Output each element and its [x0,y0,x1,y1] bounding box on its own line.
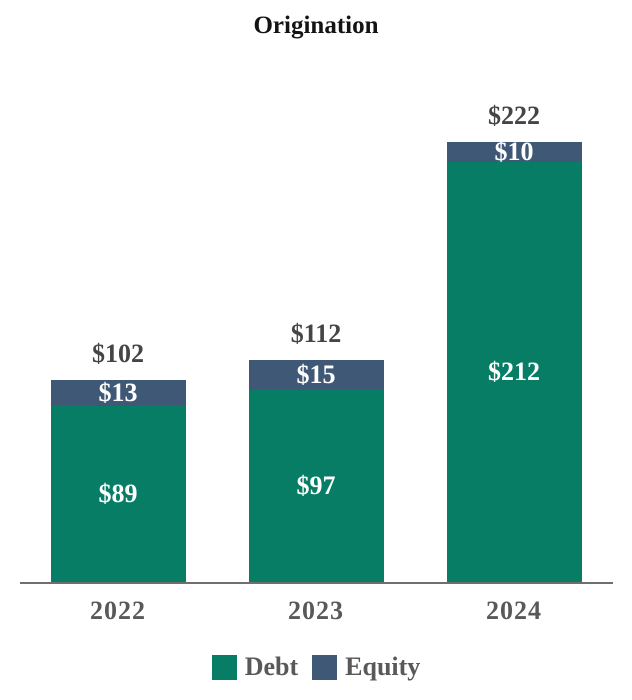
legend-label: Equity [345,652,421,681]
bar-segment-equity [248,360,384,390]
x-axis-line [20,582,613,584]
bar-segment-debt [50,405,186,582]
legend-swatch-debt [211,654,237,680]
bar-segment-equity [446,142,582,163]
legend-label: Debt [244,652,299,681]
legend: Debt Equity [0,652,632,682]
debt-value-label: $97 [296,470,336,500]
legend-item-equity: Equity [312,652,420,682]
total-label: $222 [488,101,540,131]
equity-value-label: $13 [98,377,138,407]
debt-value-label: $89 [98,478,138,508]
equity-value-label: $15 [296,360,336,390]
legend-item-debt: Debt [211,652,299,682]
x-axis-label: 2024 [486,596,542,625]
bar-segment-debt [446,162,582,582]
equity-value-label: $10 [494,137,534,167]
bar-segment-debt [248,389,384,582]
legend-swatch-equity [312,654,338,680]
bar-segment-equity [50,380,186,406]
x-axis-label: 2022 [90,596,146,625]
chart-title: Origination [253,12,379,39]
total-label: $102 [92,339,144,369]
x-axis-label: 2023 [288,596,344,625]
total-label: $112 [290,319,342,349]
debt-value-label: $212 [488,357,540,387]
